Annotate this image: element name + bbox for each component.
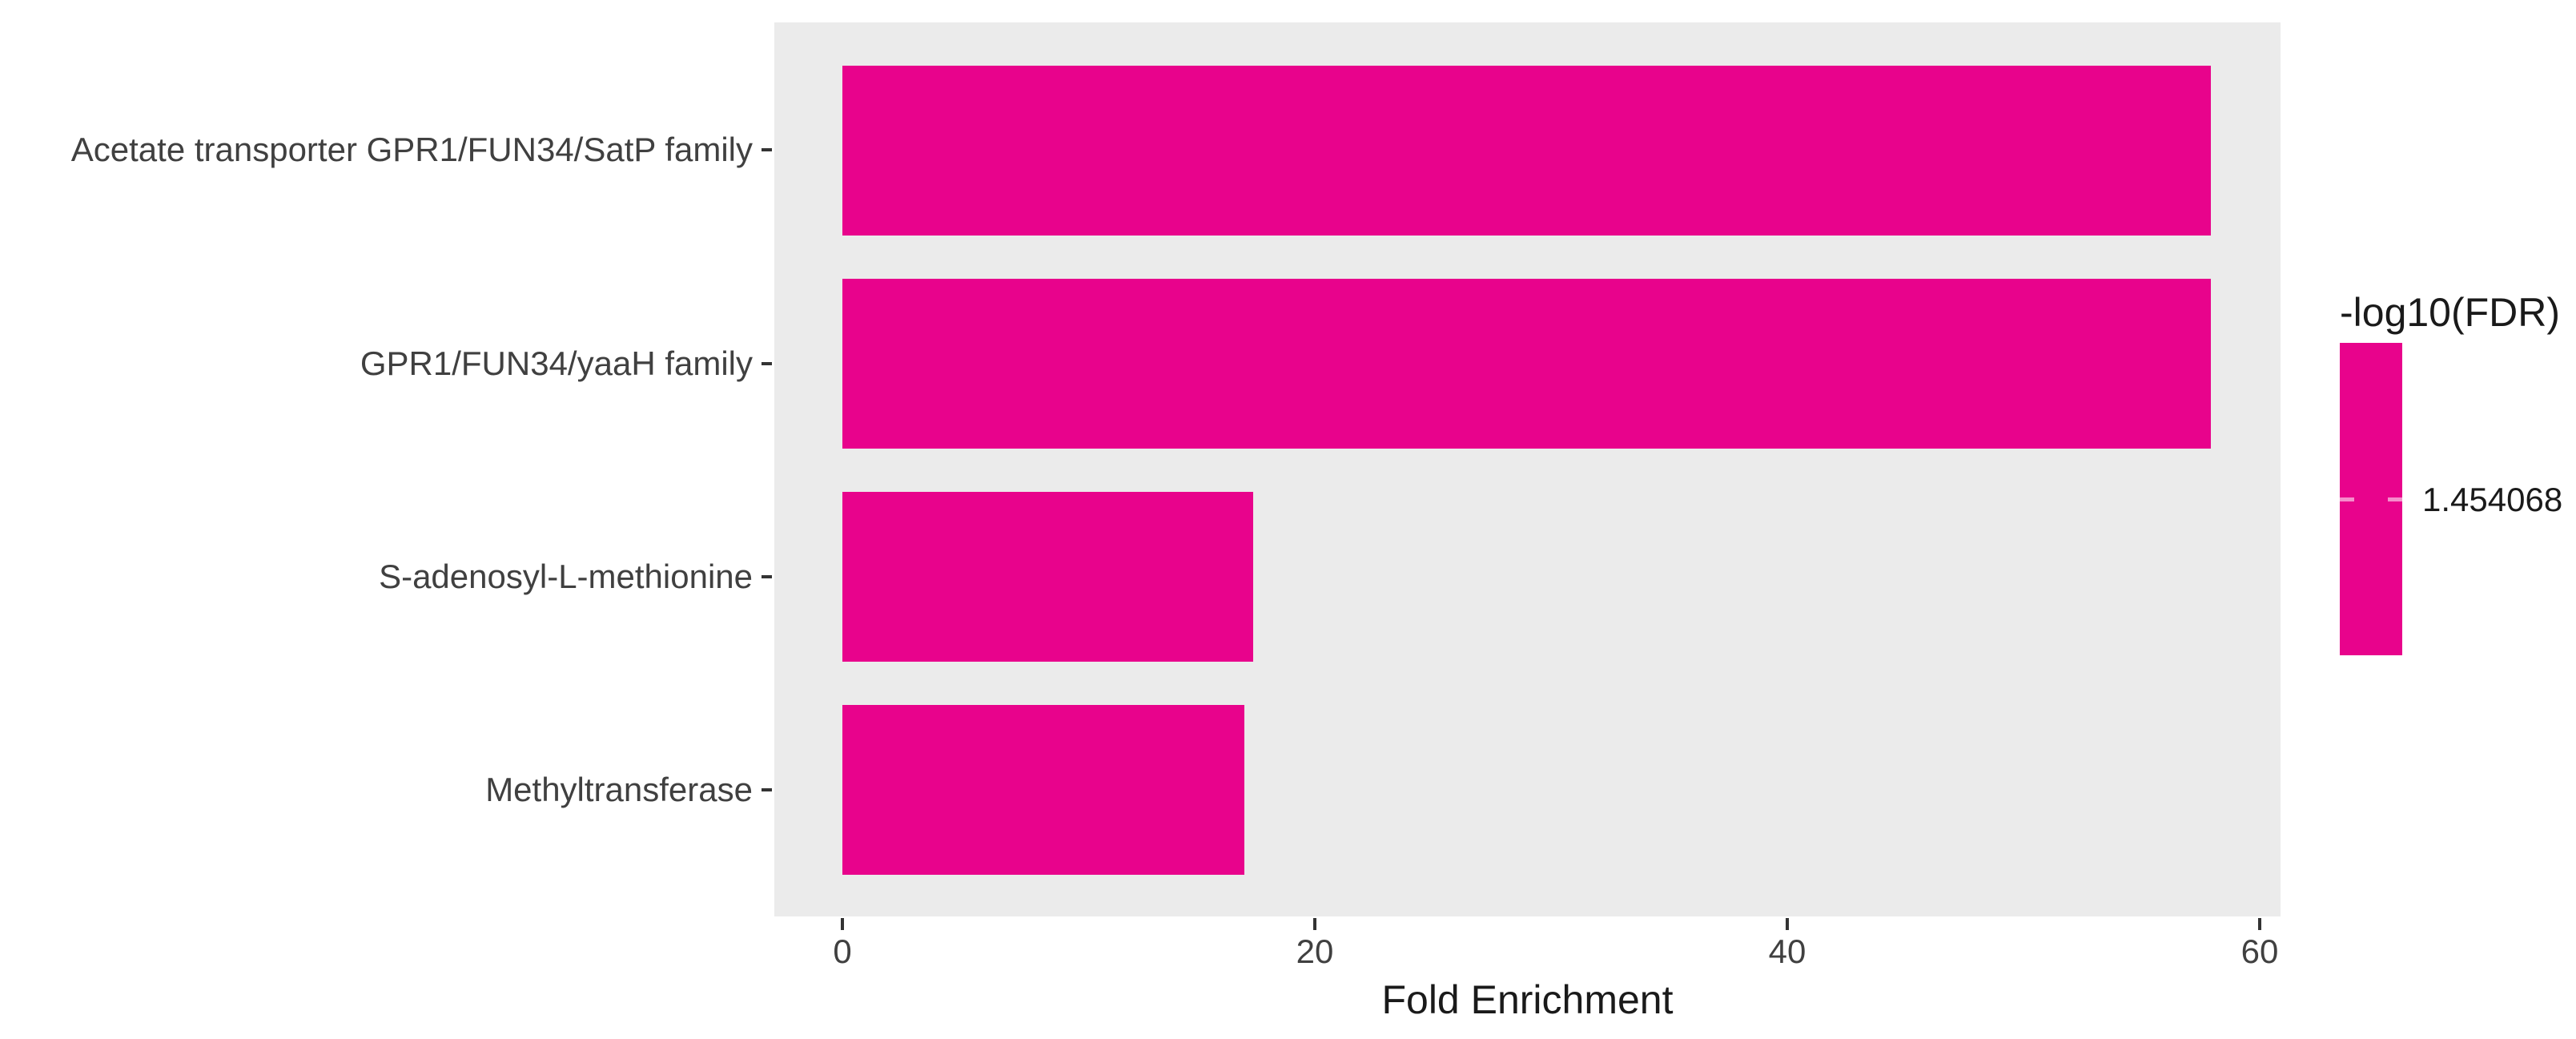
y-axis-label-methyltransferase: Methyltransferase xyxy=(485,771,753,808)
y-axis-label-acetate-transporter: Acetate transporter GPR1/FUN34/SatP fami… xyxy=(70,131,753,168)
bar-acetate-transporter xyxy=(842,66,2211,236)
legend-title: -log10(FDR) xyxy=(2340,290,2561,335)
x-axis-tick xyxy=(1786,918,1789,930)
x-axis-tick xyxy=(2258,918,2261,930)
bar-gpr1-fun34-yaah xyxy=(842,279,2211,449)
x-axis-tick-label-60: 60 xyxy=(2240,932,2279,970)
y-axis-label-gpr1-fun34-yaah: GPR1/FUN34/yaaH family xyxy=(360,344,753,382)
bar-s-adenosyl-l-methionine xyxy=(842,492,1253,662)
y-axis-label-s-adenosyl-l-methionine: S-adenosyl-L-methionine xyxy=(379,558,753,595)
x-axis-tick-label-40: 40 xyxy=(1768,932,1806,970)
plot-panel xyxy=(774,22,2281,916)
x-axis-tick xyxy=(1313,918,1316,930)
legend-colorbar-tick xyxy=(2340,497,2354,501)
x-axis-title: Fold Enrichment xyxy=(1381,977,1674,1022)
legend-colorbar xyxy=(2340,343,2402,655)
x-axis-tick xyxy=(841,918,844,930)
bar-methyltransferase xyxy=(842,705,1244,875)
x-axis-tick-label-20: 20 xyxy=(1296,932,1334,970)
y-axis-tick xyxy=(762,148,772,151)
legend-colorbar-tick xyxy=(2388,497,2402,501)
y-axis-tick xyxy=(762,575,772,578)
y-axis-tick xyxy=(762,362,772,365)
legend-value-label: 1.454068 xyxy=(2422,481,2563,518)
y-axis-tick xyxy=(762,788,772,791)
x-axis-tick-label-0: 0 xyxy=(833,932,852,970)
